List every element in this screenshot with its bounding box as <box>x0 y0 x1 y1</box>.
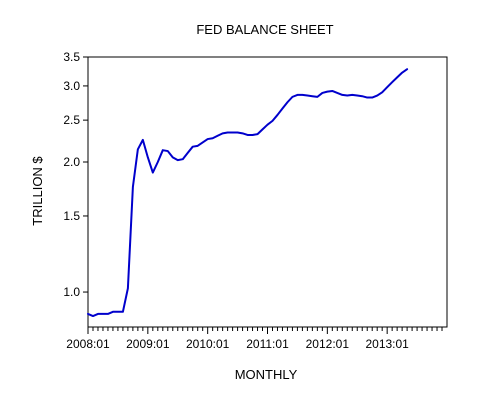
plot-area <box>87 56 448 328</box>
y-tick-label: 1.5 <box>63 209 80 223</box>
y-axis: 1.0 1.5 2.0 2.5 3.0 3.5 <box>63 50 88 299</box>
y-tick-label: 3.5 <box>63 50 80 64</box>
x-tick-label: 2011:01 <box>246 337 289 351</box>
x-tick-label: 2008:01 <box>66 337 110 351</box>
y-tick-label: 2.5 <box>63 113 80 127</box>
x-tick-label: 2009:01 <box>126 337 170 351</box>
y-tick-label: 2.0 <box>63 155 80 169</box>
x-axis-title: MONTHLY <box>235 367 298 382</box>
x-tick-label: 2010:01 <box>186 337 230 351</box>
x-tick-label: 2013:01 <box>365 337 409 351</box>
y-tick-label: 1.0 <box>63 285 80 299</box>
x-tick-label: 2012:01 <box>306 337 350 351</box>
y-axis-title: TRILLION $ <box>30 156 45 226</box>
chart-title: FED BALANCE SHEET <box>196 22 333 37</box>
y-tick-label: 3.0 <box>63 79 80 93</box>
x-axis: 2008:01 2009:01 2010:01 2011:01 2012:01 2013:… <box>66 327 443 351</box>
series-line <box>87 68 409 318</box>
